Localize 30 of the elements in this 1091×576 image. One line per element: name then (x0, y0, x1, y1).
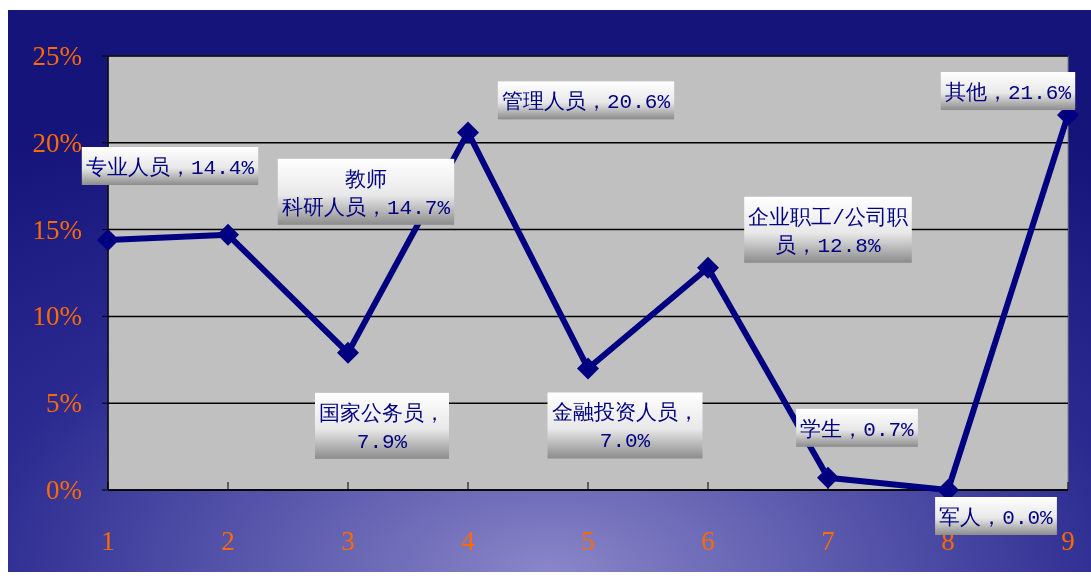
y-tick-label: 0% (46, 475, 82, 505)
y-tick-label: 25% (32, 41, 82, 71)
x-tick-label: 9 (1061, 526, 1075, 556)
point (577, 357, 599, 380)
x-tick-label: 6 (701, 526, 715, 556)
x-tick-label: 7 (821, 526, 835, 556)
y-tick-label: 15% (32, 214, 82, 245)
annotation: 专业人员，14.4% (85, 156, 255, 181)
x-tick-label: 5 (581, 526, 595, 556)
x-tick-label: 1 (101, 526, 115, 556)
point (337, 341, 359, 364)
annotation: 军人，0.0% (939, 507, 1054, 530)
annotation: 其他，21.6% (944, 81, 1072, 106)
x-tick-label: 2 (221, 526, 235, 556)
point (817, 466, 839, 489)
x-tick-label: 4 (461, 526, 476, 556)
point (457, 121, 479, 144)
point (217, 223, 239, 246)
point (97, 229, 119, 252)
y-tick-label: 5% (46, 388, 82, 419)
annotation: 国家公务员，7.9% (319, 401, 445, 454)
y-tick-label: 10% (32, 301, 82, 332)
point (697, 256, 719, 279)
y-tick-label: 20% (32, 127, 82, 158)
x-tick-label: 3 (341, 526, 355, 556)
annotation: 企业职工/公司职员，12.8% (748, 205, 908, 258)
annotation: 学生，0.7% (800, 417, 915, 442)
annotation: 金融投资人员，7.0% (551, 401, 699, 454)
annotation: 教师科研人员，14.7% (281, 168, 451, 220)
annotation: 管理人员，20.6% (501, 91, 671, 115)
